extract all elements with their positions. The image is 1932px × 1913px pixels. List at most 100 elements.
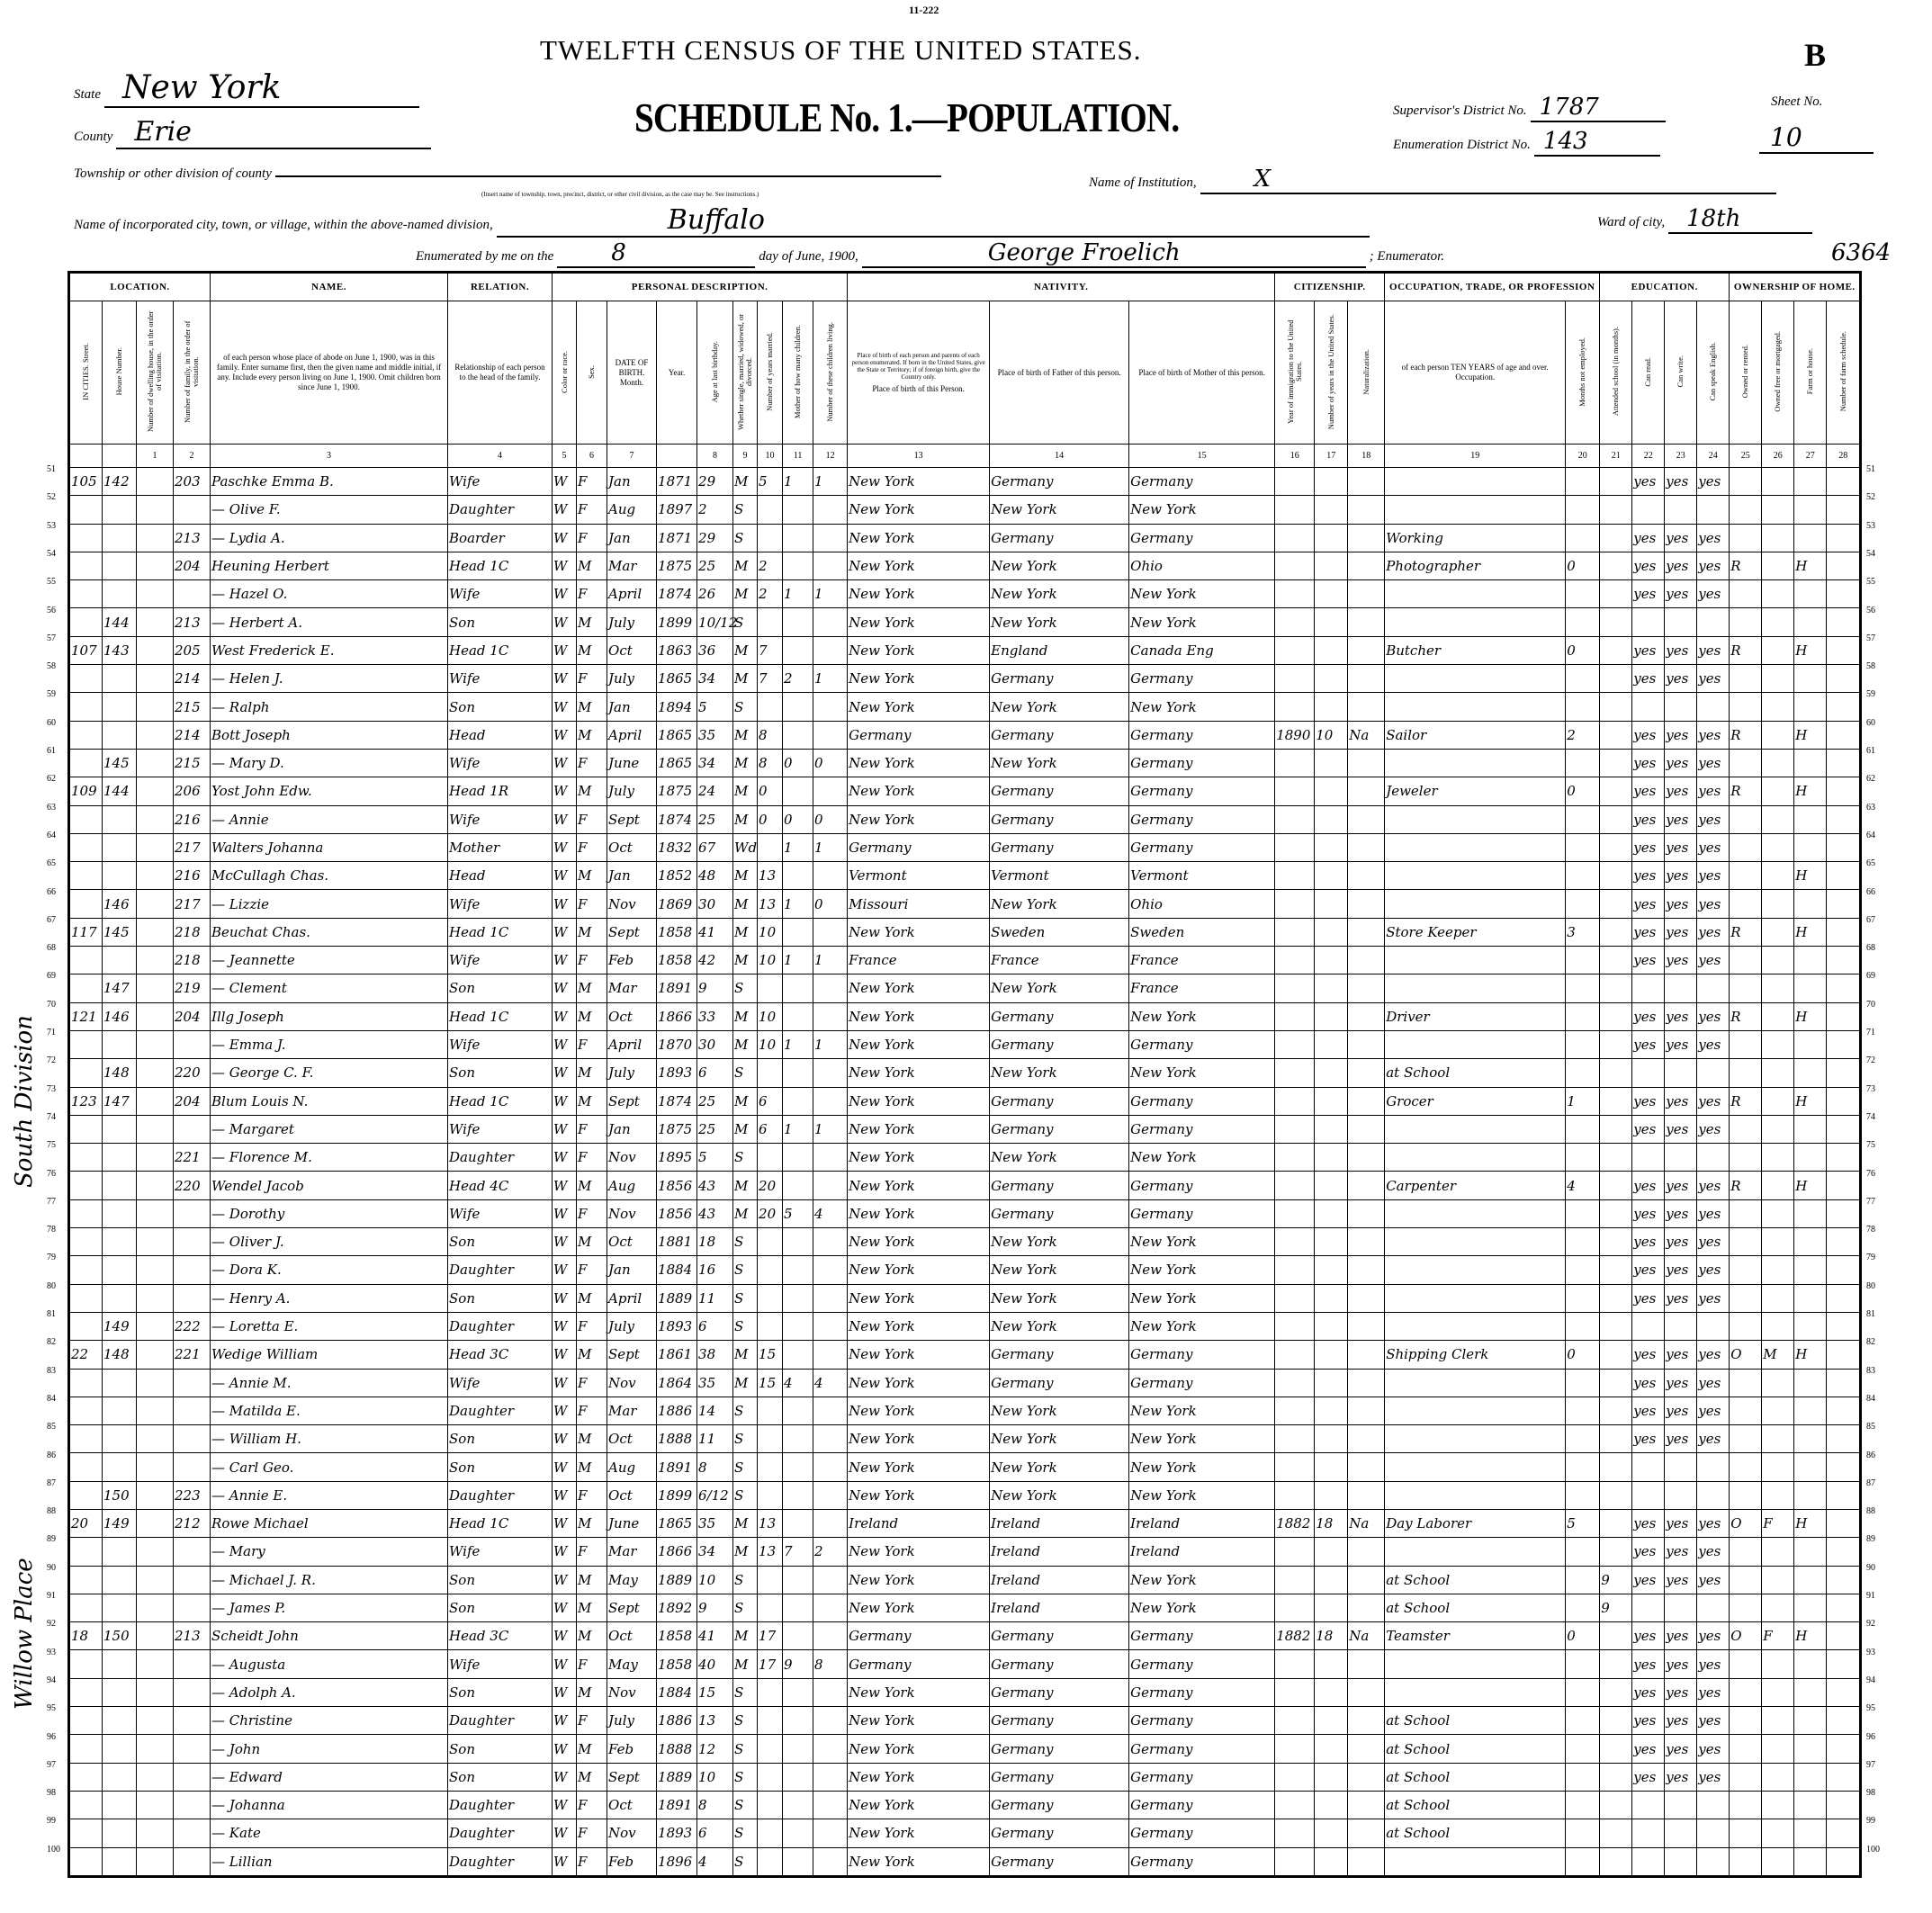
cell-owned-or-rented	[1729, 889, 1763, 919]
cell-birthplace-father: Ireland	[989, 1508, 1130, 1539]
cell-street	[68, 1368, 103, 1397]
cell-owned-or-rented: R	[1729, 917, 1763, 948]
cell-years-married: 13	[757, 1537, 784, 1567]
column-header: DATE OF BIRTH. Month.	[607, 301, 658, 445]
cell-birthplace-father: Germany	[989, 1706, 1130, 1736]
cell-age: 36	[696, 635, 734, 666]
cell-years-married: 15	[757, 1340, 784, 1370]
cell-birth-month: May	[607, 1649, 658, 1679]
cell-house-number: 145	[102, 917, 137, 948]
cell-birth-month: Feb	[607, 1734, 658, 1764]
cell-birth-month: Mar	[607, 1396, 658, 1426]
cell-dwelling-number	[136, 1199, 174, 1229]
cell-birth-month: Nov	[607, 1677, 658, 1708]
cell-can-read: yes	[1631, 523, 1666, 552]
cell-relation: Daughter	[447, 1706, 553, 1736]
cell-immigration-year	[1274, 1171, 1316, 1200]
table-row: — Matilda E. Daughter W F Mar 1886 14 S New York…	[68, 1396, 1862, 1426]
cell-birth-month: Sept	[607, 804, 658, 834]
cell-can-write: yes	[1664, 1565, 1698, 1594]
cell-street	[68, 1762, 103, 1792]
cell-immigration-year	[1274, 1001, 1316, 1031]
cell-months-unemployed	[1565, 832, 1601, 863]
cell-children-born	[782, 523, 814, 552]
cell-relation: Son	[447, 1058, 553, 1088]
cell-occupation	[1384, 1424, 1567, 1454]
cell-birthplace-mother: New York	[1128, 1143, 1276, 1172]
cell-birthplace-person: New York	[847, 1171, 991, 1200]
cell-sex: M	[576, 1001, 608, 1031]
cell-school-months	[1599, 1762, 1633, 1792]
cell-house-number	[102, 551, 137, 581]
cell-birth-month: June	[607, 748, 658, 778]
cell-street	[68, 495, 103, 525]
cell-children-born: 2	[782, 664, 814, 694]
cell-months-unemployed	[1565, 804, 1601, 834]
cell-years-married	[757, 1790, 784, 1820]
cell-sex: F	[576, 946, 608, 975]
cell-school-months	[1599, 1227, 1633, 1257]
cell-person-name: — Carl Geo.	[210, 1452, 449, 1482]
cell-children-born	[782, 1734, 814, 1764]
group-header: OWNERSHIP OF HOME.	[1729, 272, 1862, 301]
cell-birthplace-mother: New York	[1128, 1396, 1276, 1426]
column-number: 4	[447, 444, 553, 468]
cell-can-write: yes	[1664, 777, 1698, 806]
cell-can-write: yes	[1664, 1029, 1698, 1060]
cell-months-unemployed	[1565, 1396, 1601, 1426]
cell-farm-schedule-number	[1826, 495, 1862, 525]
cell-house-number: 149	[102, 1311, 137, 1342]
cell-birthplace-mother: Canada Eng	[1128, 635, 1276, 666]
cell-age: 10/12	[696, 607, 737, 637]
cell-birthplace-mother: Germany	[1128, 1171, 1276, 1200]
cell-can-write: yes	[1664, 1424, 1698, 1454]
cell-owned-free-or-mortgaged	[1761, 1171, 1795, 1200]
cell-naturalization	[1347, 1114, 1386, 1145]
cell-birthplace-mother: New York	[1128, 1480, 1276, 1510]
cell-can-speak-english: yes	[1696, 1706, 1730, 1736]
cell-farm-or-house	[1793, 1424, 1828, 1454]
cell-house-number	[102, 1649, 137, 1679]
cell-owned-free-or-mortgaged	[1761, 635, 1795, 666]
cell-farm-schedule-number	[1826, 1255, 1862, 1285]
cell-years-in-us	[1314, 1790, 1349, 1820]
cell-birthplace-person: New York	[847, 1706, 991, 1736]
cell-relation: Daughter	[447, 1143, 553, 1172]
cell-birthplace-mother: Germany	[1128, 1819, 1276, 1848]
cell-color: W	[552, 1255, 578, 1285]
cell-sex: F	[576, 1649, 608, 1679]
cell-owned-or-rented	[1729, 1649, 1763, 1679]
cell-immigration-year	[1274, 1452, 1316, 1482]
cell-dwelling-number	[136, 1452, 174, 1482]
cell-person-name: — Margaret	[210, 1114, 449, 1145]
cell-children-born	[782, 1452, 814, 1482]
cell-immigration-year	[1274, 1734, 1316, 1764]
cell-farm-schedule-number	[1826, 1283, 1862, 1313]
cell-owned-free-or-mortgaged: M	[1761, 1340, 1795, 1370]
cell-owned-free-or-mortgaged	[1761, 1058, 1795, 1088]
cell-birth-year: 1884	[656, 1255, 698, 1285]
cell-marital-status: S	[732, 1452, 759, 1482]
cell-birth-month: Jan	[607, 1255, 658, 1285]
cell-birth-month: June	[607, 1508, 658, 1539]
cell-age: 43	[696, 1171, 734, 1200]
cell-can-read: yes	[1631, 1227, 1666, 1257]
cell-family-number	[172, 495, 211, 525]
cell-birthplace-mother: Germany	[1128, 777, 1276, 806]
cell-marital-status: M	[732, 1649, 759, 1679]
cell-marital-status: M	[732, 579, 759, 609]
cell-family-number	[172, 1593, 211, 1623]
column-header: Year of immigration to the United States…	[1274, 301, 1316, 445]
cell-age: 25	[696, 1086, 734, 1116]
cell-naturalization	[1347, 495, 1386, 525]
cell-color: W	[552, 861, 578, 891]
cell-farm-schedule-number	[1826, 551, 1862, 581]
cell-owned-or-rented	[1729, 466, 1763, 497]
cell-children-living	[813, 1508, 849, 1539]
cell-occupation: at School	[1384, 1762, 1567, 1792]
cell-birth-year: 1891	[656, 1790, 698, 1820]
table-row: 145 215— Mary D. Wife W F June 1865 34 M 8 0 0 New Y…	[68, 748, 1862, 778]
cell-years-married: 10	[757, 946, 784, 975]
cell-can-read: yes	[1631, 1424, 1666, 1454]
cell-children-born	[782, 635, 814, 666]
